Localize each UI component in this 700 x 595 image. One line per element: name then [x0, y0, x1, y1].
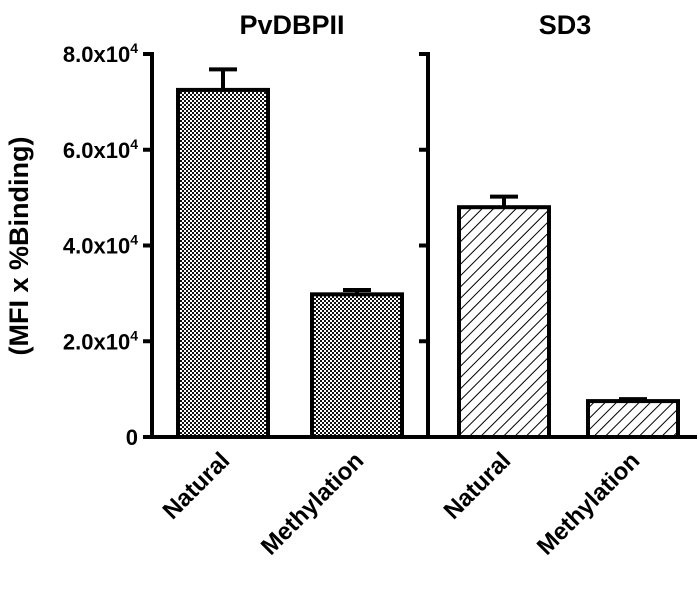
y-tick-label-0: 0: [126, 425, 138, 450]
y-tick-label-2: 4.0x104: [63, 232, 138, 259]
bar-0-1: [310, 292, 404, 439]
y-tick-label-4: 8.0x104: [63, 40, 138, 67]
panels: PvDBPII 0 2.0x104 4.0x104 6.0x104 8.0x104 Natu…: [63, 10, 697, 561]
panel-title-0: PvDBPII: [239, 10, 344, 40]
bar-1-0: [457, 205, 551, 439]
y-tick-label-3: 6.0x104: [63, 136, 138, 163]
bar-0-0: [176, 87, 270, 439]
y-axis-label: (MFI x %Binding): [4, 137, 34, 356]
bar-1-1: [586, 399, 680, 439]
category-label-0-1: Methylation: [256, 447, 369, 560]
y-tick-label-1: 2.0x104: [63, 327, 138, 354]
category-label-1-0: Natural: [439, 447, 517, 525]
category-label-1-1: Methylation: [532, 447, 645, 560]
panel-title-1: SD3: [539, 10, 592, 40]
category-label-0-0: Natural: [158, 447, 236, 525]
